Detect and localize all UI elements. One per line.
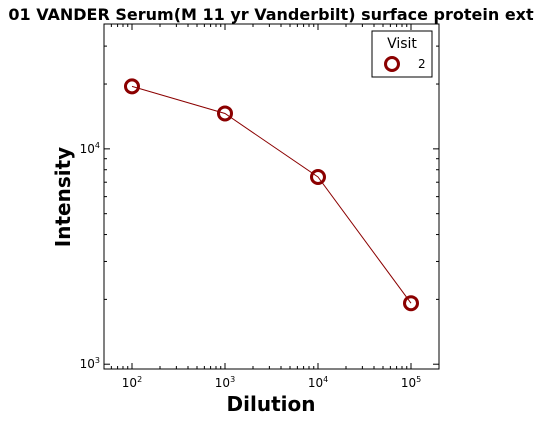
data-point bbox=[216, 105, 233, 122]
x-tick-labels: 102 103 104 105 bbox=[122, 375, 421, 390]
legend-entry-label: 2 bbox=[418, 57, 426, 71]
series-layer bbox=[123, 78, 420, 312]
series-line bbox=[131, 85, 412, 304]
x-tick-label: 102 bbox=[122, 375, 142, 390]
tick-marks bbox=[103, 24, 440, 369]
x-tick-label: 103 bbox=[215, 375, 235, 390]
data-point bbox=[123, 78, 140, 95]
x-axis-label: Dilution bbox=[227, 392, 316, 416]
x-tick-label: 105 bbox=[401, 375, 421, 390]
y-tick-labels: 103 104 bbox=[80, 141, 100, 371]
y-tick-label: 104 bbox=[80, 141, 100, 156]
y-tick-label: 103 bbox=[80, 356, 100, 371]
y-axis-label: Intensity bbox=[51, 147, 75, 247]
x-tick-label: 104 bbox=[308, 375, 328, 390]
data-point bbox=[310, 169, 327, 186]
legend-box bbox=[371, 30, 433, 78]
legend-marker bbox=[384, 56, 400, 72]
data-point bbox=[403, 295, 420, 312]
chart-title: 01 VANDER Serum(M 11 yr Vanderbilt) surf… bbox=[8, 5, 534, 24]
legend-title: Visit bbox=[387, 36, 417, 52]
legend: Visit 2 bbox=[371, 30, 433, 78]
